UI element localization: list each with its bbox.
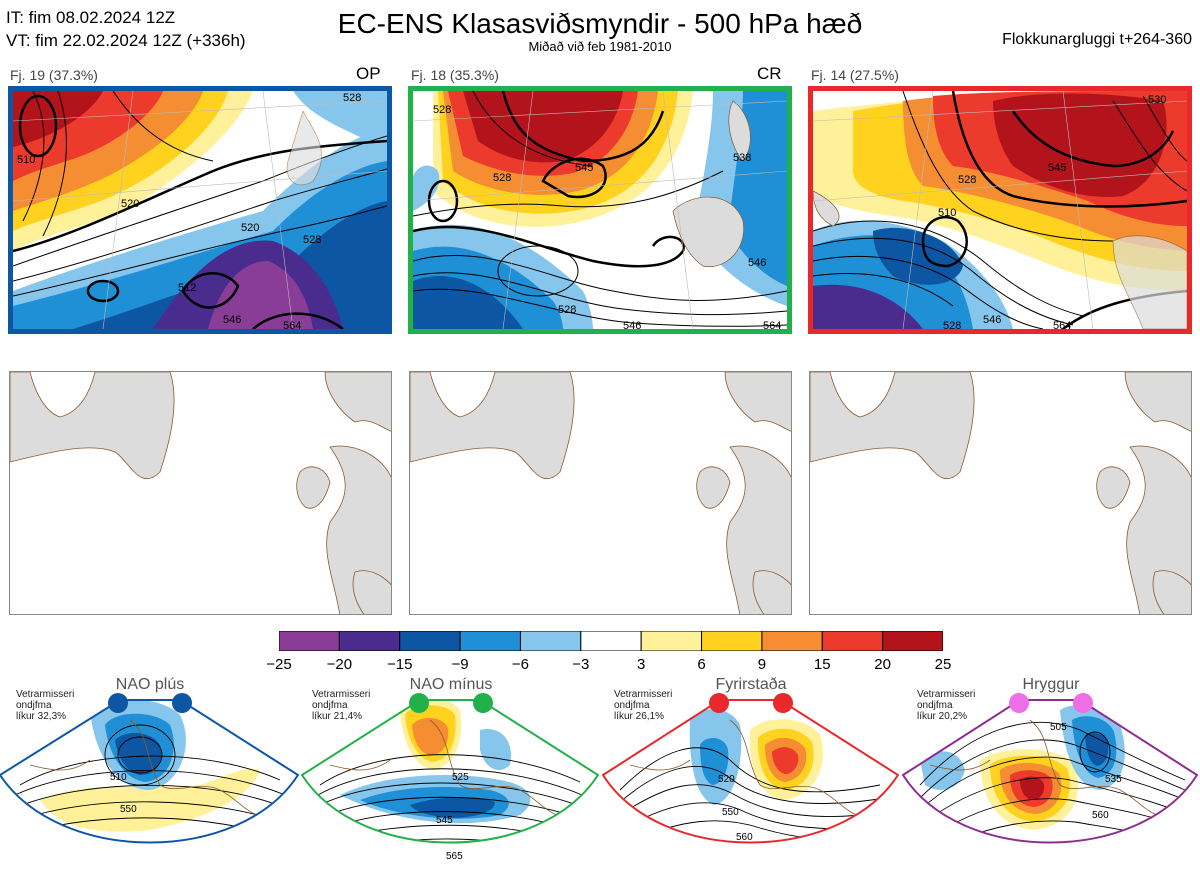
page-title: EC-ENS Klasasviðsmyndir - 500 hPa hæð bbox=[337, 8, 863, 39]
colorbar-segment bbox=[640, 630, 703, 652]
colorbar-tick-label: 15 bbox=[813, 656, 831, 673]
contour-label: 528 bbox=[958, 174, 976, 186]
colorbar-tick-label: −25 bbox=[266, 656, 292, 673]
regime-contour-label: 550 bbox=[120, 804, 137, 815]
regime-4-title: Hryggur bbox=[1022, 676, 1080, 693]
regime-contour-label: 505 bbox=[1050, 722, 1067, 733]
contour-label: 538 bbox=[733, 152, 751, 164]
colorbar-tick-label: −3 bbox=[572, 656, 590, 673]
colorbar-tick-label: −6 bbox=[511, 656, 529, 673]
colorbar-tick-label: −15 bbox=[386, 656, 413, 673]
regime-3-title: Fyrirstaða bbox=[715, 676, 787, 693]
regime-1-map bbox=[0, 700, 298, 843]
regime-4-note: Vetrarmisseri ondjfma líkur 20,2% bbox=[917, 689, 976, 722]
regime-contour-label: 565 bbox=[446, 851, 463, 862]
colorbar-tick-label: 6 bbox=[697, 656, 706, 673]
regime-contour-label: 535 bbox=[1105, 774, 1122, 785]
contour-label: 510 bbox=[17, 154, 35, 166]
contour-label: 512 bbox=[178, 282, 196, 294]
regime-4-map bbox=[903, 700, 1197, 843]
contour-label: 546 bbox=[983, 314, 1001, 326]
contour-label: 546 bbox=[223, 314, 241, 326]
contour-label: 530 bbox=[1148, 94, 1166, 106]
regime-dot bbox=[773, 693, 793, 713]
empty-map-2 bbox=[409, 371, 792, 615]
regime-contour-label: 545 bbox=[436, 815, 453, 826]
colorbar-tick-label: 3 bbox=[637, 656, 646, 673]
colorbar-segment bbox=[338, 630, 401, 652]
colorbar-segment bbox=[519, 630, 582, 652]
colorbar-tick-label: −9 bbox=[451, 656, 469, 673]
regime-dot bbox=[1073, 693, 1093, 713]
contour-label: 528 bbox=[493, 172, 511, 184]
colorbar-segment bbox=[399, 630, 461, 652]
colorbar-segment bbox=[459, 630, 521, 652]
contour-label: 546 bbox=[623, 320, 641, 329]
regime-contour-label: 560 bbox=[736, 832, 753, 843]
contour-label: 528 bbox=[303, 234, 321, 246]
valid-time: VT: fim 22.02.2024 12Z (+336h) bbox=[6, 31, 246, 50]
regime-1-note: Vetrarmisseri ondjfma líkur 32,3% bbox=[16, 689, 75, 722]
cluster-1-tag: OP bbox=[356, 64, 381, 83]
cluster-2-map[interactable]: 528 545 528 528 546 538 546 564 bbox=[408, 86, 792, 334]
contour-label: 528 bbox=[558, 304, 576, 316]
contour-label: 510 bbox=[938, 207, 956, 219]
regime-3-map bbox=[603, 700, 898, 843]
classification-window: Flokkunargluggi t+264-360 bbox=[1002, 31, 1192, 48]
regime-dot bbox=[709, 693, 729, 713]
colorbar-tick-label: −20 bbox=[326, 656, 353, 673]
colorbar-tick-label: 9 bbox=[757, 656, 767, 673]
colorbar-segment bbox=[821, 630, 884, 652]
regime-3-note: Vetrarmisseri ondjfma líkur 26,1% bbox=[614, 689, 673, 722]
page-subtitle: Miðað við feb 1981-2010 bbox=[528, 39, 672, 54]
empty-map-1 bbox=[9, 371, 392, 615]
contour-label: 528 bbox=[943, 320, 961, 329]
cluster-3-label: Fj. 14 (27.5%) bbox=[811, 67, 899, 83]
contour-label: 546 bbox=[748, 257, 766, 269]
regime-dot bbox=[473, 693, 493, 713]
regime-dot bbox=[172, 693, 192, 713]
regime-contour-label: 550 bbox=[722, 807, 739, 818]
contour-label: 528 bbox=[343, 92, 361, 104]
contour-label: 520 bbox=[121, 198, 139, 210]
regime-dot bbox=[1009, 693, 1029, 713]
colorbar-segment bbox=[580, 630, 642, 652]
cluster-1-label: Fj. 19 (37.3%) bbox=[10, 67, 98, 83]
colorbar-segment bbox=[278, 630, 340, 652]
colorbar-segment bbox=[882, 630, 944, 652]
regime-dot bbox=[108, 693, 128, 713]
regime-contour-label: 510 bbox=[110, 772, 127, 783]
cluster-2-tag: CR bbox=[757, 64, 782, 83]
cluster-3-map[interactable]: 528 545 510 528 546 564 530 bbox=[808, 86, 1192, 334]
empty-map-3 bbox=[809, 371, 1192, 615]
contour-label: 545 bbox=[1048, 162, 1066, 174]
regime-contour-label: 525 bbox=[452, 772, 469, 783]
regime-2-note: Vetrarmisseri ondjfma líkur 21,4% bbox=[312, 689, 371, 722]
colorbar bbox=[278, 630, 944, 652]
init-time: IT: fim 08.02.2024 12Z bbox=[6, 8, 176, 27]
forecast-times: IT: fim 08.02.2024 12Z VT: fim 22.02.202… bbox=[6, 6, 246, 52]
contour-label: 520 bbox=[241, 222, 259, 234]
colorbar-segment bbox=[761, 630, 823, 652]
contour-label: 528 bbox=[433, 104, 451, 116]
cluster-1-map[interactable]: 510 520 528 520 528 546 564 512 bbox=[8, 86, 392, 334]
cluster-2-label: Fj. 18 (35.3%) bbox=[411, 67, 499, 83]
contour-label: 564 bbox=[283, 320, 301, 329]
regime-contour-label: 520 bbox=[718, 774, 735, 785]
contour-label: 545 bbox=[575, 162, 593, 174]
contour-label: 564 bbox=[763, 320, 781, 329]
regime-2-map bbox=[302, 700, 598, 843]
contour-label: 564 bbox=[1053, 320, 1071, 329]
regime-maps: 510 550 525 545 565 bbox=[0, 699, 1199, 862]
regime-contour-label: 560 bbox=[1092, 810, 1109, 821]
colorbar-tick-label: 25 bbox=[934, 656, 952, 673]
regime-2-title: NAO mínus bbox=[409, 676, 493, 693]
regime-1-title: NAO plús bbox=[115, 676, 185, 693]
regime-dot bbox=[409, 693, 429, 713]
colorbar-segment bbox=[701, 630, 763, 652]
colorbar-tick-label: 20 bbox=[874, 656, 891, 673]
